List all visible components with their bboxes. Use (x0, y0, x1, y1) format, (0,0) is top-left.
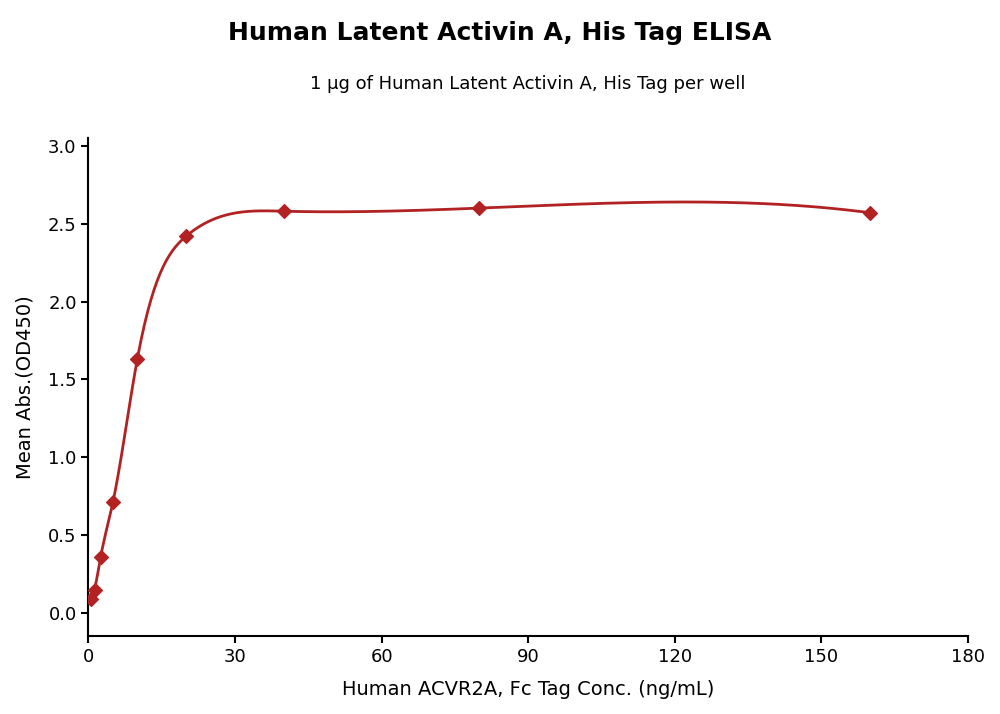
Point (471, 202, 487, 213)
Point (276, 206, 292, 217)
Point (83, 593, 99, 605)
Text: Human Latent Activin A, His Tag ELISA: Human Latent Activin A, His Tag ELISA (228, 21, 772, 46)
Point (93, 551, 109, 563)
Point (105, 497, 121, 508)
Y-axis label: Mean Abs.(OD450): Mean Abs.(OD450) (15, 296, 34, 479)
Point (87, 584, 103, 595)
Point (178, 231, 194, 242)
Title: 1 μg of Human Latent Activin A, His Tag per well: 1 μg of Human Latent Activin A, His Tag … (310, 76, 746, 94)
Point (862, 207, 878, 218)
X-axis label: Human ACVR2A, Fc Tag Conc. (ng/mL): Human ACVR2A, Fc Tag Conc. (ng/mL) (342, 680, 714, 699)
Point (129, 353, 145, 365)
